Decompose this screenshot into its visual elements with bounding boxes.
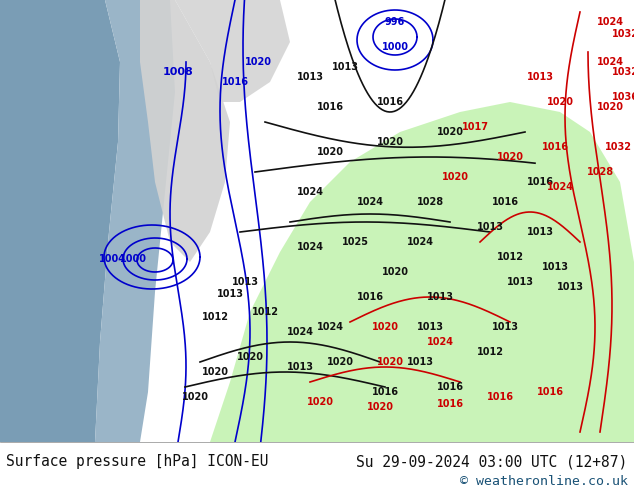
Text: 1036: 1036: [612, 92, 634, 102]
Text: 1016: 1016: [436, 399, 463, 409]
Text: 1020: 1020: [327, 357, 354, 367]
Text: 1020: 1020: [181, 392, 209, 402]
Text: 1032: 1032: [604, 142, 631, 152]
Text: 1000: 1000: [120, 254, 147, 264]
Text: 1013: 1013: [526, 227, 553, 237]
Polygon shape: [210, 102, 634, 442]
Text: 1024: 1024: [297, 242, 323, 252]
Text: © weatheronline.co.uk: © weatheronline.co.uk: [460, 475, 628, 488]
Text: 1016: 1016: [486, 392, 514, 402]
Text: 1020: 1020: [377, 137, 403, 147]
Text: 1013: 1013: [231, 277, 259, 287]
Text: 1020: 1020: [306, 397, 333, 407]
Text: 1013: 1013: [332, 62, 358, 72]
Text: 1013: 1013: [287, 362, 313, 372]
Text: 1013: 1013: [417, 322, 444, 332]
Text: 1024: 1024: [547, 182, 574, 192]
Text: 1028: 1028: [417, 197, 444, 207]
Text: 1028: 1028: [586, 167, 614, 177]
Text: 1012: 1012: [477, 347, 503, 357]
Text: 1025: 1025: [342, 237, 368, 247]
Text: 1024: 1024: [406, 237, 434, 247]
Text: 1020: 1020: [245, 57, 271, 67]
Text: 1020: 1020: [366, 402, 394, 412]
Text: 1012: 1012: [496, 252, 524, 262]
Text: 1020: 1020: [597, 102, 623, 112]
Text: 1024: 1024: [297, 187, 323, 197]
Text: 1020: 1020: [436, 127, 463, 137]
Text: Su 29-09-2024 03:00 UTC (12+87): Su 29-09-2024 03:00 UTC (12+87): [356, 454, 628, 469]
Text: 1013: 1013: [427, 292, 453, 302]
Text: 1024: 1024: [597, 57, 623, 67]
Text: 1000: 1000: [382, 42, 408, 52]
Text: 1016: 1016: [221, 77, 249, 87]
Text: 1020: 1020: [377, 357, 403, 367]
Text: 1020: 1020: [547, 97, 574, 107]
Text: 1004: 1004: [98, 254, 126, 264]
Text: 1012: 1012: [252, 307, 278, 317]
Polygon shape: [95, 0, 175, 442]
Text: 1024: 1024: [316, 322, 344, 332]
Text: 1016: 1016: [526, 177, 553, 187]
Text: 1013: 1013: [541, 262, 569, 272]
Text: 1016: 1016: [541, 142, 569, 152]
Text: 1024: 1024: [287, 327, 313, 337]
Text: 1020: 1020: [496, 152, 524, 162]
Text: 1013: 1013: [406, 357, 434, 367]
Polygon shape: [140, 0, 290, 102]
Text: 1032: 1032: [612, 29, 634, 39]
Text: 1020: 1020: [236, 352, 264, 362]
Text: 1016: 1016: [491, 197, 519, 207]
Text: 1024: 1024: [356, 197, 384, 207]
Text: 1024: 1024: [597, 17, 623, 27]
Text: 1013: 1013: [216, 289, 243, 299]
Text: 1016: 1016: [372, 387, 399, 397]
Text: 1016: 1016: [356, 292, 384, 302]
Text: 1020: 1020: [441, 172, 469, 182]
Text: 1013: 1013: [526, 72, 553, 82]
Text: 1013: 1013: [491, 322, 519, 332]
Text: 1016: 1016: [316, 102, 344, 112]
Text: 1020: 1020: [316, 147, 344, 157]
Text: 1020: 1020: [202, 367, 228, 377]
Text: 1032: 1032: [612, 67, 634, 77]
Text: 1016: 1016: [436, 382, 463, 392]
Text: Surface pressure [hPa] ICON-EU: Surface pressure [hPa] ICON-EU: [6, 454, 269, 469]
Text: 1020: 1020: [372, 322, 399, 332]
Polygon shape: [140, 0, 230, 262]
Text: 1017: 1017: [462, 122, 489, 132]
Text: 996: 996: [385, 17, 405, 27]
Text: 1024: 1024: [427, 337, 453, 347]
Polygon shape: [0, 0, 120, 442]
Text: 1013: 1013: [557, 282, 583, 292]
Text: 1016: 1016: [377, 97, 403, 107]
Text: 1008: 1008: [163, 67, 193, 77]
Text: 1012: 1012: [202, 312, 228, 322]
Text: 1013: 1013: [477, 222, 503, 232]
Text: 1013: 1013: [507, 277, 533, 287]
Text: 1020: 1020: [382, 267, 408, 277]
Text: 1016: 1016: [536, 387, 564, 397]
Text: 1013: 1013: [297, 72, 323, 82]
